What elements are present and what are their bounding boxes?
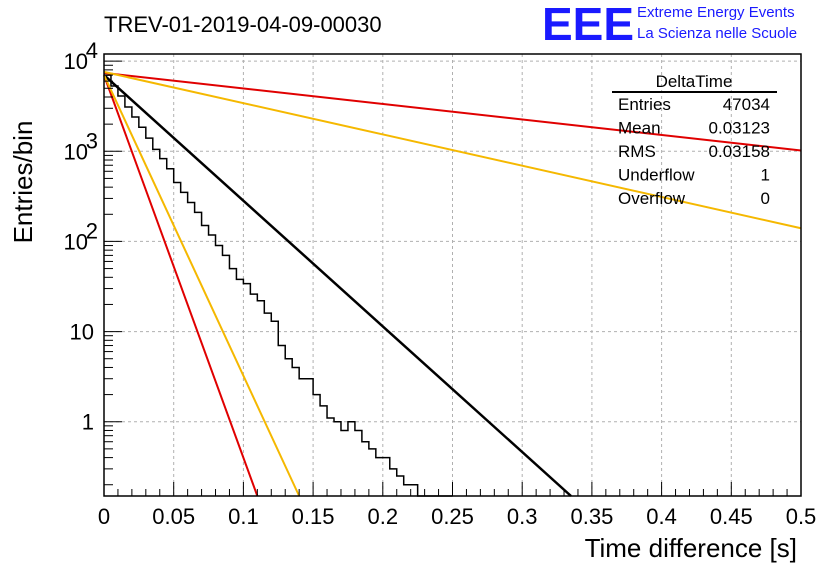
stats-label: Entries [618, 95, 671, 114]
y-axis-title: Entries/bin [8, 121, 38, 244]
x-tick-label: 0 [98, 504, 110, 529]
stats-value: 47034 [723, 95, 770, 114]
y-tick-label: 10 [64, 229, 88, 254]
x-tick-label: 0.45 [710, 504, 753, 529]
x-tick-label: 0.4 [646, 504, 677, 529]
eee-line1: Extreme Energy Events [637, 4, 795, 21]
x-tick-label: 0.3 [507, 504, 538, 529]
fit-line [103, 71, 802, 152]
fit-line [103, 74, 301, 497]
y-tick-label: 10 [64, 49, 88, 74]
stats-value: 0.03123 [709, 119, 770, 138]
x-tick-label: 0.15 [292, 504, 335, 529]
y-tick-label: 10 [64, 139, 88, 164]
eee-line2: La Scienza nelle Scuole [637, 25, 797, 42]
histogram-steps [104, 74, 453, 497]
stats-box: DeltaTime Entries 47034 Mean 0.03123 RMS 0.03… [612, 72, 777, 208]
eee-logo: EEE [542, 0, 634, 50]
grid [104, 54, 801, 496]
fit-lines [103, 70, 802, 497]
fit-line [103, 74, 572, 497]
x-tick-label: 0.1 [228, 504, 259, 529]
y-tick-label: 1 [82, 410, 94, 435]
stats-label: Mean [618, 119, 661, 138]
x-tick-label: 0.35 [570, 504, 613, 529]
x-tick-label: 0.05 [152, 504, 195, 529]
stats-value: 1 [761, 166, 770, 185]
y-tick-label-exponent: 2 [86, 218, 98, 243]
x-tick-label: 0.2 [368, 504, 399, 529]
x-axis-title: Time difference [s] [585, 533, 797, 563]
eee-branding: EEE Extreme Energy Events La Scienza nel… [542, 0, 797, 50]
stats-label: Underflow [618, 166, 695, 185]
stats-value: 0.03158 [709, 142, 770, 161]
x-tick-label: 0.25 [431, 504, 474, 529]
y-tick-label-exponent: 4 [86, 38, 98, 63]
histogram [104, 74, 453, 497]
chart-title: TREV-01-2019-04-09-00030 [104, 12, 382, 37]
stats-label: Overflow [618, 189, 686, 208]
stats-title: DeltaTime [656, 72, 733, 91]
stats-label: RMS [618, 142, 656, 161]
fit-line [103, 70, 802, 230]
x-tick-label: 0.5 [786, 504, 817, 529]
y-tick-label-exponent: 3 [86, 128, 98, 153]
stats-value: 0 [761, 189, 770, 208]
fit-line [103, 74, 259, 497]
axis-ticks [103, 60, 802, 496]
y-tick-label: 10 [70, 320, 94, 345]
x-tick-labels: 0 0.05 0.1 0.15 0.2 0.25 0.3 0.35 0.4 0.45 0.5 [98, 504, 816, 529]
